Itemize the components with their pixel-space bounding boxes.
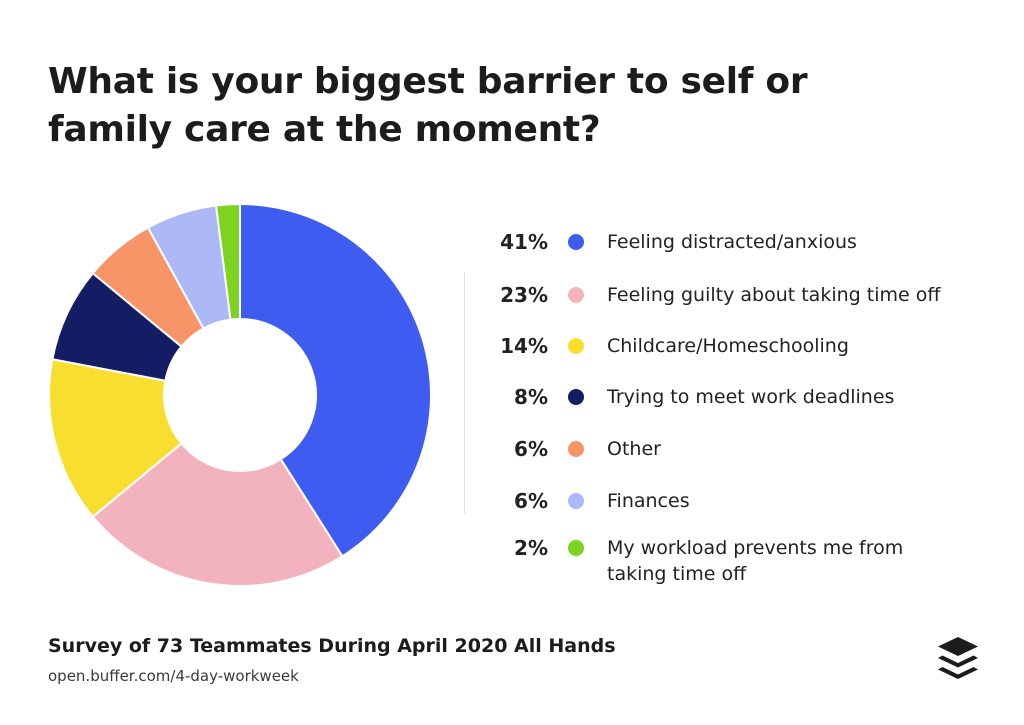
legend-color-dot — [568, 441, 584, 457]
legend-label-line: taking time off — [607, 563, 747, 585]
donut-chart — [48, 202, 432, 587]
donut-slice — [91, 442, 344, 587]
legend-color-dot — [568, 540, 584, 556]
legend-percent: 2% — [514, 536, 548, 560]
legend-color-dot — [568, 389, 584, 405]
legend-label-line: Childcare/Homeschooling — [607, 335, 849, 357]
legend-color-dot — [568, 234, 584, 250]
legend-label: Finances — [607, 488, 1007, 514]
legend-label-line: Trying to meet work deadlines — [607, 386, 895, 408]
donut-slice — [48, 358, 183, 519]
chart-title: What is your biggest barrier to self or … — [48, 58, 868, 154]
legend-color-dot — [568, 493, 584, 509]
legend-color-dot — [568, 287, 584, 303]
legend-label: Feeling distracted/anxious — [607, 229, 1007, 255]
legend-divider — [464, 272, 465, 514]
legend-label-line: Finances — [607, 490, 690, 512]
chart-title-line-1: What is your biggest barrier to self or — [48, 61, 808, 102]
legend-percent: 23% — [500, 283, 548, 307]
source-url: open.buffer.com/4-day-workweek — [48, 667, 299, 685]
legend-label-line: Feeling guilty about taking time off — [607, 284, 941, 306]
donut-slice — [239, 202, 432, 558]
legend-percent: 14% — [500, 334, 548, 358]
legend-label: Feeling guilty about taking time off — [607, 282, 1007, 308]
legend-label: Childcare/Homeschooling — [607, 333, 1007, 359]
chart-title-line-2: family care at the moment? — [48, 109, 601, 150]
legend-label-line: Other — [607, 438, 661, 460]
legend-label: My workload prevents me from taking time … — [607, 535, 1007, 587]
legend-color-dot — [568, 338, 584, 354]
legend-label-line: My workload prevents me from — [607, 537, 904, 559]
legend-label: Trying to meet work deadlines — [607, 384, 1007, 410]
legend-percent: 6% — [514, 489, 548, 513]
legend-percent: 6% — [514, 437, 548, 461]
donut-slice — [214, 202, 241, 321]
legend-percent: 41% — [500, 230, 548, 254]
legend-label-line: Feeling distracted/anxious — [607, 231, 857, 253]
legend-label: Other — [607, 436, 1007, 462]
chart-legend: 41% Feeling distracted/anxious 23% Feeling … — [470, 0, 1010, 725]
buffer-stack-icon — [938, 637, 978, 679]
survey-caption: Survey of 73 Teammates During April 2020… — [48, 635, 616, 657]
legend-percent: 8% — [514, 385, 548, 409]
